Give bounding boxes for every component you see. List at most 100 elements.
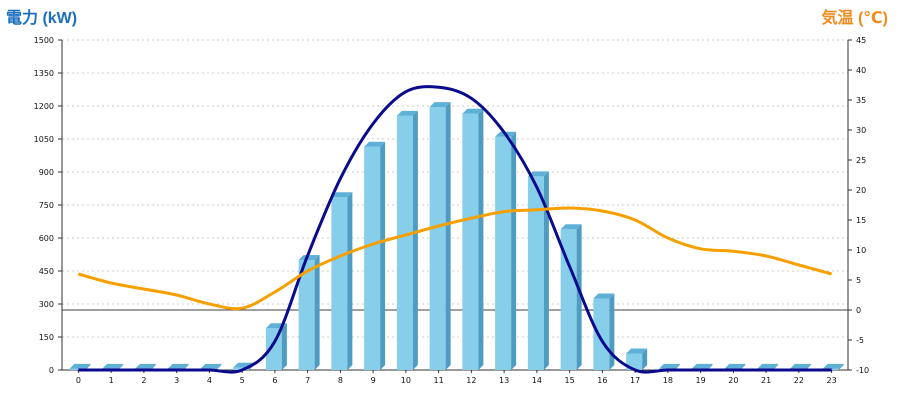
left-tick-label: 150: [39, 333, 54, 342]
x-tick-label: 1: [109, 376, 114, 385]
x-tick-label: 14: [532, 376, 542, 385]
x-tick-label: 2: [141, 376, 146, 385]
bar-front: [298, 260, 315, 370]
right-tick-label: 30: [856, 126, 866, 135]
x-tick-label: 3: [174, 376, 179, 385]
bar-front: [527, 176, 544, 370]
x-tick-label: 19: [696, 376, 706, 385]
right-tick-label: 15: [856, 216, 866, 225]
bar-side: [740, 363, 746, 370]
bar-side: [380, 141, 386, 370]
bar-front: [626, 353, 643, 370]
power-bar: [626, 348, 648, 370]
right-tick-label: 20: [856, 186, 866, 195]
x-tick-label: 9: [371, 376, 376, 385]
bar-top: [298, 255, 320, 260]
bar-top: [102, 363, 124, 369]
x-tick-label: 10: [401, 376, 411, 385]
bar-side: [609, 293, 615, 370]
left-tick-label: 600: [39, 234, 54, 243]
power-bar: [560, 224, 582, 370]
bar-front: [429, 107, 446, 370]
bar-side: [216, 363, 222, 370]
right-tick-label: 10: [856, 246, 866, 255]
left-axis-title: 電力 (kW): [6, 10, 78, 27]
x-tick-label: 5: [240, 376, 245, 385]
bar-side: [511, 131, 517, 370]
bar-side: [543, 171, 549, 370]
bar-side: [445, 102, 451, 370]
grid-lines: [62, 39, 848, 338]
bar-top: [462, 108, 484, 114]
bar-top: [527, 171, 549, 177]
bar-top: [691, 363, 713, 369]
left-tick-label: 1350: [34, 69, 54, 78]
x-tick-label: 21: [761, 376, 771, 385]
power-bar: [298, 255, 320, 370]
left-tick-label: 300: [39, 300, 54, 309]
x-tick-label: 0: [76, 376, 81, 385]
right-tick-label: -10: [856, 366, 869, 375]
bar-front: [331, 197, 348, 370]
bar-side: [150, 363, 156, 370]
power-bar: [429, 102, 451, 370]
bar-side: [576, 224, 582, 370]
x-tick-label: 6: [272, 376, 277, 385]
bar-front: [396, 115, 413, 371]
bar-top: [69, 363, 91, 369]
x-tick-label: 7: [305, 376, 310, 385]
bar-side: [281, 323, 287, 370]
x-tick-label: 12: [466, 376, 476, 385]
power-bar: [396, 110, 418, 371]
bar-side: [118, 363, 124, 370]
right-tick-label: 25: [856, 156, 866, 165]
left-tick-label: 1050: [34, 135, 54, 144]
bar-top: [593, 293, 615, 299]
bar-side: [674, 363, 680, 370]
x-tick-label: 16: [597, 376, 607, 385]
right-tick-label: 5: [856, 276, 861, 285]
bar-front: [69, 368, 86, 370]
x-tick-label: 20: [728, 376, 738, 385]
bar-top: [757, 363, 779, 369]
power-line: [78, 85, 832, 374]
bar-top: [331, 192, 353, 198]
bar-front: [560, 229, 577, 370]
x-tick-label: 17: [630, 376, 640, 385]
bar-top: [396, 110, 418, 116]
bar-side: [412, 110, 418, 371]
bar-side: [314, 255, 320, 370]
bar-top: [364, 141, 386, 147]
x-tick-label: 4: [207, 376, 212, 385]
right-tick-label: 40: [856, 66, 866, 75]
bar-front: [495, 136, 512, 370]
left-tick-label: 1200: [34, 102, 54, 111]
power-bar: [462, 108, 484, 370]
bar-top: [822, 363, 844, 369]
bar-top: [724, 363, 746, 369]
bar-side: [85, 363, 91, 370]
x-tick-label: 18: [663, 376, 673, 385]
x-tick-label: 23: [827, 376, 837, 385]
x-tick-label: 15: [565, 376, 575, 385]
power-bar: [495, 131, 517, 370]
bar-side: [838, 363, 844, 370]
left-tick-label: 0: [49, 366, 54, 375]
bar-front: [364, 146, 381, 370]
bar-side: [347, 192, 353, 370]
bar-side: [478, 108, 484, 370]
bar-top: [167, 363, 189, 369]
tick-labels: 01503004506007509001050120013501500-10-5…: [34, 36, 869, 385]
left-tick-label: 450: [39, 267, 54, 276]
left-tick-label: 750: [39, 201, 54, 210]
right-tick-label: 45: [856, 36, 866, 45]
bar-side: [805, 363, 811, 370]
power-bar: [331, 192, 353, 370]
x-tick-label: 13: [499, 376, 509, 385]
power-bars: [69, 102, 844, 371]
bar-side: [773, 363, 779, 370]
power-bar: [69, 363, 91, 370]
bar-top: [560, 224, 582, 230]
bar-top: [134, 363, 156, 369]
